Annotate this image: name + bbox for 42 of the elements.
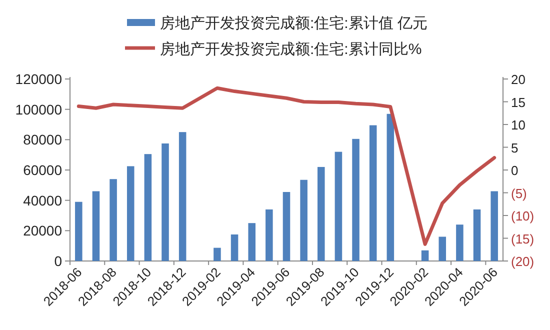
y2-tick-label: 15 bbox=[511, 94, 526, 110]
bar bbox=[352, 138, 360, 261]
bar bbox=[473, 209, 481, 261]
y2-tick-label: (10) bbox=[511, 208, 534, 224]
bar bbox=[318, 166, 325, 261]
legend-label: 房地产开发投资完成额:住宅:累计同比% bbox=[160, 41, 422, 58]
bar bbox=[248, 223, 256, 261]
y2-tick-label: 10 bbox=[511, 118, 526, 132]
y-tick-label: 40000 bbox=[23, 192, 62, 208]
line-series bbox=[76, 86, 496, 246]
bar bbox=[110, 179, 117, 261]
y-tick-label: 60000 bbox=[23, 162, 62, 178]
bar bbox=[334, 152, 342, 261]
bar bbox=[144, 154, 152, 261]
y-tick-label: 100000 bbox=[15, 101, 62, 118]
bar bbox=[75, 202, 82, 261]
y-tick-label: 20000 bbox=[23, 222, 62, 239]
bar bbox=[282, 192, 290, 261]
bar bbox=[300, 180, 308, 261]
y2-tick-label: (20) bbox=[511, 254, 534, 269]
y-tick-label: 80000 bbox=[23, 132, 62, 148]
bar bbox=[386, 114, 394, 261]
y2-tick-label: (15) bbox=[511, 231, 534, 246]
bar bbox=[421, 250, 429, 261]
y2-tick-label: 20 bbox=[511, 72, 526, 87]
bar bbox=[438, 236, 446, 261]
bar bbox=[369, 125, 377, 261]
bar bbox=[266, 209, 273, 261]
bar bbox=[178, 132, 186, 261]
bar bbox=[214, 248, 221, 261]
y2-tick-label: (5) bbox=[511, 186, 527, 201]
bar bbox=[456, 224, 464, 261]
bar bbox=[162, 143, 169, 261]
y2-tick-label: 5 bbox=[511, 140, 518, 156]
bar bbox=[490, 191, 498, 261]
legend-label: 房地产开发投资完成额:住宅:累计值 亿元 bbox=[160, 15, 428, 32]
y2-tick-label: 0 bbox=[511, 163, 518, 178]
bar bbox=[92, 191, 100, 261]
bar bbox=[230, 234, 238, 261]
bar bbox=[126, 166, 134, 261]
y-tick-label: 120000 bbox=[15, 71, 62, 87]
y-tick-label: 0 bbox=[54, 253, 62, 269]
